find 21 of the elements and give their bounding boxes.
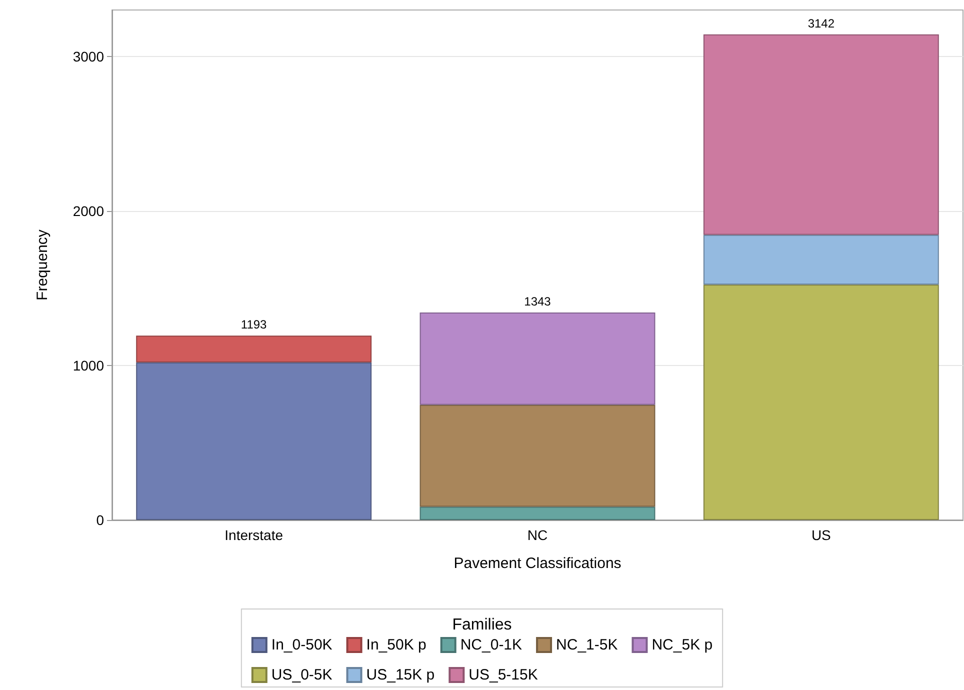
y-tick-label: 0: [96, 512, 104, 528]
legend-label: US_0-5K: [271, 666, 332, 684]
legend-label: NC_5K p: [652, 636, 713, 654]
legend-label: US_15K p: [366, 666, 435, 684]
total-label: 1343: [524, 294, 552, 308]
legend-label: NC_1-5K: [556, 636, 618, 654]
legend-label: In_0-50K: [271, 636, 332, 654]
total-label: 3142: [808, 16, 835, 30]
x-axis-title: Pavement Classifications: [454, 555, 622, 572]
legend-label: In_50K p: [366, 636, 426, 654]
legend-label: US_5-15K: [468, 666, 538, 684]
legend-label: NC_0-1K: [460, 636, 522, 654]
y-tick-label: 2000: [72, 202, 104, 219]
legend-title: Families: [452, 616, 512, 634]
y-axis-title: Frequency: [34, 229, 51, 300]
total-label: 1193: [240, 318, 268, 332]
x-tick-label: Interstate: [224, 527, 284, 543]
x-tick-label: US: [811, 527, 831, 543]
x-tick-label: NC: [527, 527, 548, 543]
y-tick-label: 3000: [72, 48, 104, 64]
y-tick-label: 1000: [72, 357, 104, 374]
